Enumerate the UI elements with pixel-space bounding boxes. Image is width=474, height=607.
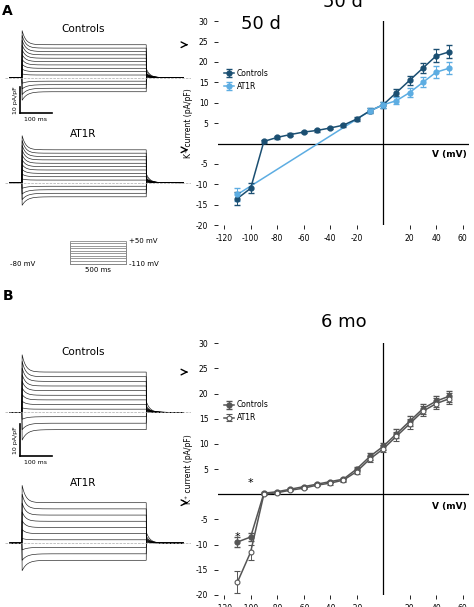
Text: -110 mV: -110 mV	[129, 260, 158, 266]
Legend: Controls, AT1R: Controls, AT1R	[221, 66, 272, 93]
Text: *: *	[248, 478, 254, 488]
Text: 50 d: 50 d	[241, 15, 281, 33]
Text: -80 mV: -80 mV	[10, 260, 36, 266]
Text: +50 mV: +50 mV	[129, 238, 157, 243]
Text: A: A	[2, 4, 13, 18]
Text: AT1R: AT1R	[70, 478, 96, 487]
Text: 10 pA/pF: 10 pA/pF	[13, 86, 18, 114]
Y-axis label: K⁺ current (pA/pF): K⁺ current (pA/pF)	[184, 88, 193, 158]
Bar	[70, 248, 126, 263]
Y-axis label: K⁺ current (pA/pF): K⁺ current (pA/pF)	[184, 434, 193, 504]
Text: AT1R: AT1R	[70, 129, 96, 139]
Text: Controls: Controls	[61, 347, 105, 357]
Text: 6 mo: 6 mo	[320, 313, 366, 331]
Text: 10 pA/pF: 10 pA/pF	[13, 426, 18, 453]
Bar	[70, 253, 126, 263]
Text: Controls: Controls	[61, 24, 105, 34]
Bar	[70, 259, 126, 263]
Text: V (mV): V (mV)	[432, 149, 466, 158]
Text: 100 ms: 100 ms	[24, 117, 47, 121]
Bar	[70, 241, 126, 263]
Text: 100 ms: 100 ms	[24, 460, 47, 465]
Bar	[70, 256, 126, 263]
Text: 500 ms: 500 ms	[85, 267, 111, 273]
Bar	[70, 243, 126, 263]
Text: V (mV): V (mV)	[432, 502, 466, 510]
Text: B: B	[2, 290, 13, 304]
Bar	[70, 251, 126, 263]
Text: 50 d: 50 d	[323, 0, 364, 11]
Bar	[70, 261, 126, 263]
Bar	[70, 246, 126, 263]
Text: *: *	[235, 532, 240, 542]
Legend: Controls, AT1R: Controls, AT1R	[221, 398, 272, 426]
